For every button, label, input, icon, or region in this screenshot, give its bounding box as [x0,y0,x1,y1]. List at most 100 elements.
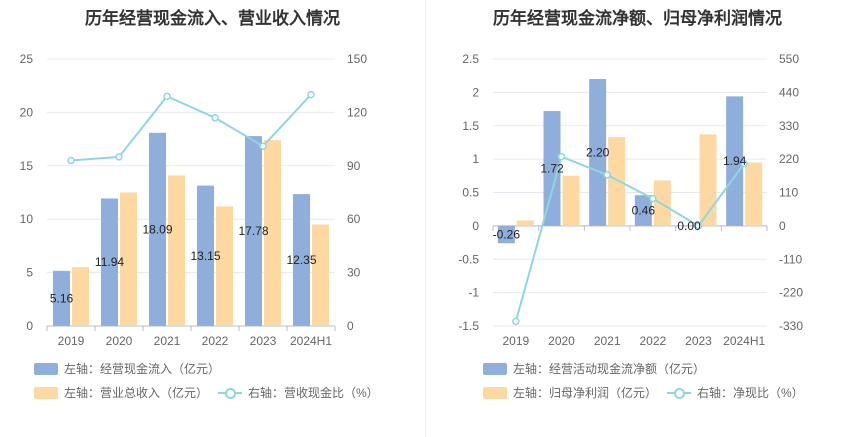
left-axis-tick-label: 10 [20,212,34,226]
right-axis-tick-label: 30 [347,266,361,280]
right-axis-tick-label: 220 [779,152,799,166]
bar-data-label: 1.72 [540,161,564,175]
right-axis-tick-label: 60 [347,212,361,226]
bar-series-1 [101,198,118,326]
left-axis-tick-label: 0.5 [462,186,479,200]
x-axis-category-label: 2021 [154,334,181,348]
bar-series-1 [589,79,607,226]
bar-series-2 [264,140,281,326]
legend-item-cash-inflow[interactable]: 左轴：经营现金流入（亿元） [34,360,220,377]
bar-data-label: 0.46 [632,204,656,218]
legend-line-icon [667,387,691,399]
bar-series-2 [120,192,137,326]
right-axis-tick-label: -220 [779,286,803,300]
bar-series-1 [149,132,166,326]
bar-data-label: 13.15 [190,249,220,263]
bar-data-label: 12.35 [286,253,316,267]
legend-item-net-cash-ratio[interactable]: 右轴：净现比（%） [667,384,804,401]
x-axis-category-label: 2022 [639,334,666,348]
bar-series-1 [726,96,744,226]
line-point [307,90,315,99]
line-point [694,222,703,230]
x-axis-category-label: 2019 [58,334,85,348]
bar-data-label: 5.16 [50,291,74,305]
legend-item-net-cash-flow[interactable]: 左轴：经营活动现金流净额（亿元） [483,360,705,377]
x-axis-category-label: 2023 [685,334,712,348]
bar-series-1 [497,225,515,244]
legend-swatch-net-cash-flow [483,362,507,375]
right-axis-tick-label: -330 [779,319,803,333]
x-axis-category-label: 2024H1 [723,334,765,348]
legend-label-revenue: 左轴：营业总收入（亿元） [64,386,209,400]
right-axis-tick-label: 550 [779,52,799,66]
bar-series-1 [53,270,70,326]
x-axis-category-label: 2019 [502,334,529,348]
left-axis-tick-label: -1 [468,286,479,300]
line-point [649,194,657,203]
line-point [557,152,566,161]
right-axis-tick-label: 150 [347,52,367,66]
line-series [70,93,312,162]
legend-label-cash-inflow: 左轴：经营现金流入（亿元） [64,362,221,376]
bar-series-2 [608,137,626,226]
bar-series-1 [245,136,262,326]
bar-series-2 [312,224,329,326]
line-point [115,153,123,161]
x-axis-category-label: 2024H1 [290,334,332,348]
legend-label-net-cash-flow: 左轴：经营活动现金流净额（亿元） [513,362,706,376]
legend-item-revenue[interactable]: 左轴：营业总收入（亿元） [34,384,208,401]
legend-swatch-net-profit [483,386,507,399]
bar-data-label: 11.94 [95,255,124,269]
right-axis-tick-label: 90 [347,159,361,173]
left-axis-tick-label: 1 [472,152,479,166]
x-axis-category-label: 2021 [594,334,621,348]
left-axis-tick-label: -1.5 [458,319,479,333]
x-axis-category-label: 2022 [202,334,229,348]
bar-data-label: 18.09 [142,222,172,236]
legend-label-net-profit: 左轴：归母净利润（亿元） [513,386,658,400]
bar-series-2 [516,220,534,226]
legend-line-icon [218,387,242,399]
right-axis-tick-label: 0 [347,319,354,333]
bar-series-2 [562,175,580,226]
line-point [603,171,611,179]
chart-left-svg: 0 5 10 15 20 25 0 30 60 90 120 150 2019 2020 2021 2022 2… [20,52,368,348]
line-series [514,155,745,322]
legend-left: 左轴：经营现金流入（亿元） 左轴：营业总收入（亿元） 右轴：营收现金比（%） [34,360,379,401]
left-axis-tick-label: 25 [20,52,34,66]
legend-label-net-cash-ratio: 右轴：净现比（%） [697,386,804,400]
left-axis-tick-label: 0 [26,319,33,333]
x-axis-category-label: 2020 [106,334,133,348]
legend-swatch-cash-inflow [34,362,58,375]
left-axis-tick-label: 2.5 [462,52,479,66]
chart-title-right: 历年经营现金流净额、归母净利润情况 [493,9,782,28]
right-axis-tick-label: 440 [779,85,799,99]
line-point [163,92,171,101]
right-axis-tick-label: 110 [779,186,798,200]
x-axis-category-label: 2023 [250,334,277,348]
bar-data-label: 0.00 [677,219,701,233]
bar-series-2 [72,267,89,326]
bar-data-label: 17.78 [238,224,268,238]
left-axis-tick-label: 20 [20,105,34,119]
right-axis-tick-label: 330 [779,119,799,133]
bar-series-1 [680,225,698,227]
bar-series-1 [293,194,310,326]
legend-item-net-profit[interactable]: 左轴：归母净利润（亿元） [483,384,657,401]
panel-divider [425,0,426,437]
line-point [67,156,75,165]
left-axis-tick-label: -0.5 [458,252,479,266]
chart-panel-left: 历年经营现金流入、营业收入情况 0 5 10 15 20 25 0 30 60 90 120 150 2… [20,9,379,401]
line-point [740,159,748,168]
chart-title-left: 历年经营现金流入、营业收入情况 [85,9,340,28]
bar-series-2 [745,162,763,226]
bar-data-label: 1.94 [723,154,747,168]
bar-series-1 [634,195,652,226]
left-axis-tick-label: 1.5 [462,119,479,133]
bar-series-1 [543,111,561,226]
left-axis-tick-label: 5 [26,266,33,280]
x-axis-category-label: 2020 [548,334,575,348]
bar-series-2 [216,206,233,326]
bar-series-1 [197,185,214,326]
legend-item-revenue-cash-ratio[interactable]: 右轴：营收现金比（%） [218,384,379,401]
